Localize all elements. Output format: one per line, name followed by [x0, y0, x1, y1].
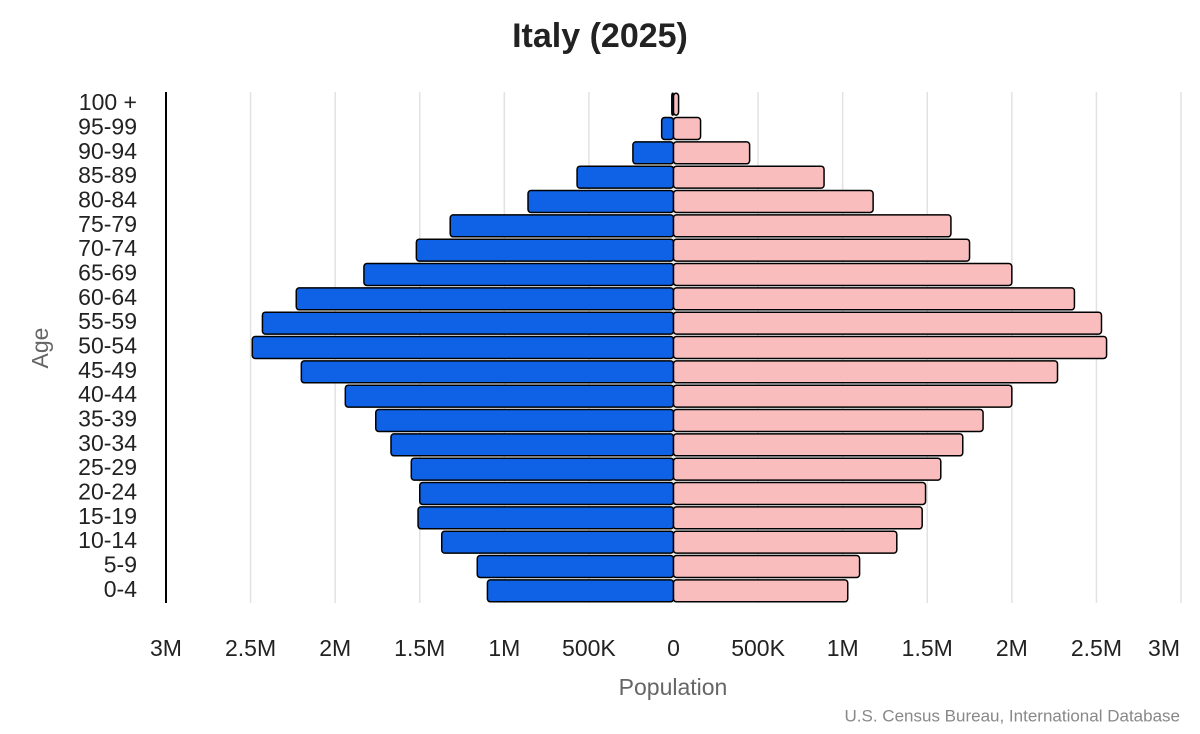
bar — [390, 433, 675, 457]
bar — [672, 165, 825, 189]
bar — [419, 481, 675, 506]
bar — [476, 554, 675, 579]
bar — [375, 408, 675, 433]
y-tick-label: 45-49 — [78, 357, 137, 383]
bar — [672, 335, 1108, 360]
bar — [672, 408, 984, 433]
bar — [672, 579, 849, 603]
bar — [672, 384, 1013, 408]
bar — [251, 335, 675, 360]
bar — [672, 116, 702, 141]
bar — [295, 287, 675, 311]
bar — [486, 579, 675, 603]
y-tick-label: 100 + — [79, 89, 137, 115]
y-tick-label: 35-39 — [78, 406, 137, 432]
y-tick-label: 5-9 — [104, 552, 137, 578]
bar — [672, 360, 1059, 384]
bar — [417, 506, 675, 530]
bar — [660, 116, 675, 141]
bar — [363, 262, 675, 287]
x-tick-label: 1.5M — [902, 635, 953, 661]
chart-title: Italy (2025) — [512, 17, 688, 55]
bar — [449, 214, 675, 238]
bar — [344, 384, 675, 408]
bar — [672, 433, 964, 457]
x-axis-label: Population — [619, 674, 728, 700]
bar — [672, 189, 874, 214]
bar — [672, 92, 680, 116]
y-tick-label: 10-14 — [78, 527, 137, 553]
y-tick-label: 15-19 — [78, 503, 137, 529]
y-tick-label: 90-94 — [78, 138, 137, 164]
y-tick-label: 50-54 — [78, 333, 137, 359]
y-tick-label: 20-24 — [78, 479, 137, 505]
x-tick-label: 2.5M — [225, 635, 276, 661]
x-tick-label: 500K — [562, 635, 616, 661]
x-tick-label: 2.5M — [1071, 635, 1122, 661]
x-tick-label: 2M — [996, 635, 1028, 661]
y-tick-label: 70-74 — [78, 235, 137, 261]
bar — [415, 238, 675, 262]
bar — [440, 530, 675, 554]
bar — [261, 311, 675, 335]
bar — [632, 141, 675, 165]
y-tick-label: 65-69 — [78, 260, 137, 286]
bar — [672, 311, 1103, 335]
y-tick-label: 85-89 — [78, 162, 137, 188]
x-tick-label: 2M — [319, 635, 351, 661]
y-tick-label: 60-64 — [78, 284, 137, 310]
x-tick-label: 3M — [150, 635, 182, 661]
y-tick-label: 80-84 — [78, 187, 137, 213]
source-note: U.S. Census Bureau, International Databa… — [845, 706, 1180, 725]
y-tick-label: 95-99 — [78, 114, 137, 140]
bar — [672, 554, 861, 579]
y-tick-label: 0-4 — [104, 576, 137, 602]
x-tick-label: 1.5M — [394, 635, 445, 661]
bar — [410, 457, 675, 481]
bar — [672, 262, 1013, 287]
y-tick-label: 40-44 — [78, 381, 137, 407]
y-tick-label: 30-34 — [78, 430, 137, 456]
bar — [672, 214, 952, 238]
x-tick-label: 0 — [667, 635, 680, 661]
y-tick-label: 55-59 — [78, 308, 137, 334]
bar — [672, 141, 751, 165]
bar — [672, 238, 971, 262]
bar — [672, 287, 1076, 311]
x-tick-label: 500K — [731, 635, 785, 661]
bar — [576, 165, 675, 189]
bar — [527, 189, 675, 214]
y-tick-label: 25-29 — [78, 454, 137, 480]
bar — [300, 360, 675, 384]
y-tick-label: 75-79 — [78, 211, 137, 237]
bar — [672, 506, 923, 530]
x-tick-label: 3M — [1148, 635, 1180, 661]
bar — [672, 530, 898, 554]
y-axis-label: Age — [27, 328, 53, 369]
x-tick-label: 1M — [827, 635, 859, 661]
bar — [672, 481, 927, 506]
x-tick-label: 1M — [488, 635, 520, 661]
bar — [672, 457, 942, 481]
